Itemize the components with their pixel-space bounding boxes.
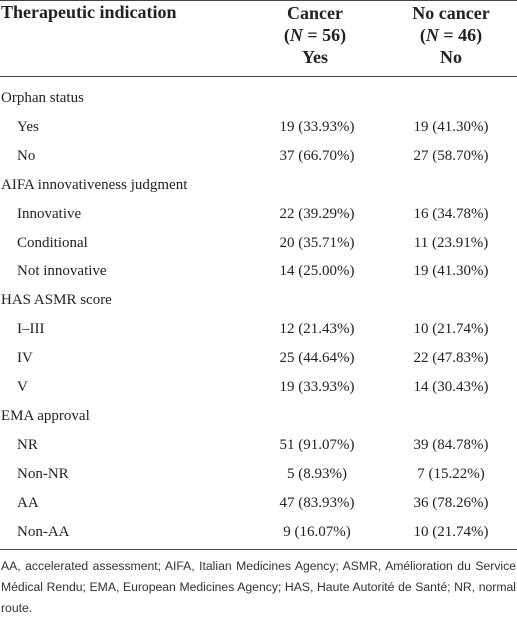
header-no-cancer-n: (N = 46): [419, 25, 483, 45]
table-header-rule: [0, 76, 517, 77]
section-heading-row: EMA approval: [0, 402, 517, 430]
no-cancer-value: 7 (15.22%): [417, 465, 485, 482]
row-label: IV: [17, 350, 33, 367]
row-label: AA: [17, 494, 39, 511]
header-cancer-yes: Yes: [302, 47, 328, 67]
section-label: Orphan status: [1, 90, 84, 106]
row-label: Innovative: [17, 205, 82, 222]
table-bottom-rule: [0, 549, 517, 550]
no-cancer-value: 36 (78.26%): [413, 494, 489, 511]
table-row: IV 25 (44.64%) 22 (47.83%): [0, 344, 517, 372]
table-row: NR 51 (91.07%) 39 (84.78%): [0, 431, 517, 459]
row-label: No: [17, 147, 36, 164]
row-label: Non-NR: [17, 465, 69, 482]
cancer-value: 51 (91.07%): [279, 436, 355, 453]
header-cancer-title: Cancer: [287, 3, 343, 23]
cancer-value: 5 (8.93%): [287, 465, 347, 482]
row-label: Not innovative: [17, 263, 107, 280]
table-row: No 37 (66.70%) 27 (58.70%): [0, 142, 517, 170]
header-no-cancer-title: No cancer: [412, 3, 490, 23]
no-cancer-value: 10 (21.74%): [413, 321, 489, 338]
cancer-value: 37 (66.70%): [279, 147, 355, 164]
table-footnote: AA, accelerated assessment; AIFA, Italia…: [1, 559, 516, 615]
row-label: V: [17, 379, 28, 395]
table-row: Innovative 22 (39.29%) 16 (34.78%): [0, 200, 517, 228]
no-cancer-value: 14 (30.43%): [413, 379, 489, 395]
no-cancer-value: 19 (41.30%): [413, 263, 489, 280]
cancer-value: 25 (44.64%): [279, 350, 355, 367]
header-cancer-column: Cancer (N = 56) Yes: [250, 2, 380, 68]
cancer-value: 19 (33.93%): [279, 118, 355, 135]
header-no-cancer-no: No: [440, 47, 462, 67]
table-row: V 19 (33.93%) 14 (30.43%): [0, 373, 517, 401]
section-label: AIFA innovativeness judgment: [1, 176, 188, 193]
cancer-value: 47 (83.93%): [279, 494, 355, 511]
no-cancer-value: 27 (58.70%): [413, 147, 489, 164]
cancer-value: 12 (21.43%): [279, 321, 355, 338]
no-cancer-value: 39 (84.78%): [413, 436, 489, 453]
table-row: Non-AA 9 (16.07%) 10 (21.74%): [0, 518, 517, 546]
header-no-cancer-column: No cancer (N = 46) No: [386, 2, 516, 68]
table-row: Not innovative 14 (25.00%) 19 (41.30%): [0, 257, 517, 285]
cancer-value: 19 (33.93%): [279, 379, 355, 395]
table-row: I–III 12 (21.43%) 10 (21.74%): [0, 315, 517, 343]
table-row: Non-NR 5 (8.93%) 7 (15.22%): [0, 460, 517, 488]
cancer-value: 9 (16.07%): [283, 523, 351, 540]
section-heading-row: HAS ASMR score: [0, 286, 517, 314]
section-label: EMA approval: [1, 407, 90, 424]
section-heading-row: Orphan status: [0, 84, 517, 112]
section-label: HAS ASMR score: [1, 292, 112, 309]
header-cancer-n: (N = 56): [283, 25, 347, 45]
no-cancer-value: 19 (41.30%): [413, 118, 489, 135]
no-cancer-value: 10 (21.74%): [413, 523, 489, 540]
row-label: I–III: [17, 321, 45, 338]
cancer-value: 14 (25.00%): [279, 263, 355, 280]
cancer-value: 20 (35.71%): [279, 234, 355, 251]
table-row: AA 47 (83.93%) 36 (78.26%): [0, 489, 517, 517]
cancer-value: 22 (39.29%): [279, 205, 355, 222]
row-label: NR: [17, 436, 38, 453]
no-cancer-value: 11 (23.91%): [413, 234, 489, 251]
no-cancer-value: 22 (47.83%): [413, 350, 489, 367]
no-cancer-value: 16 (34.78%): [413, 205, 489, 222]
table-row: Conditional 20 (35.71%) 11 (23.91%): [0, 229, 517, 257]
row-label: Non-AA: [17, 523, 70, 540]
table-top-rule: [0, 0, 517, 1]
section-heading-row: AIFA innovativeness judgment: [0, 171, 517, 199]
row-label: Conditional: [17, 234, 88, 251]
header-therapeutic-indication: Therapeutic indication: [1, 2, 177, 22]
table-row: Yes 19 (33.93%) 19 (41.30%): [0, 113, 517, 141]
row-label: Yes: [17, 118, 39, 135]
